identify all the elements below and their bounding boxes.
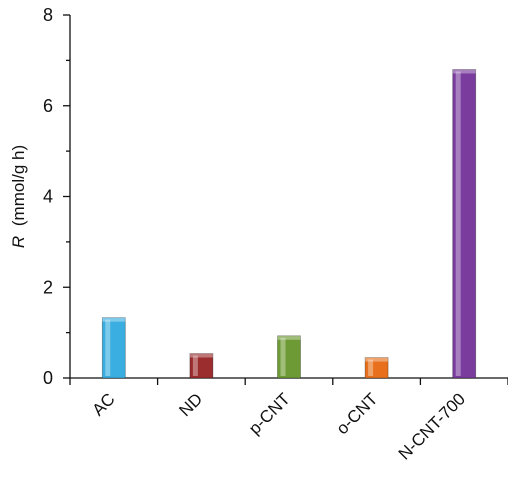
axes bbox=[69, 15, 508, 379]
bar-o-cnt bbox=[364, 357, 389, 379]
bar-highlight bbox=[280, 337, 286, 376]
x-tick-labels: AC ND p-CNT o-CNT N-CNT-700 bbox=[88, 389, 469, 463]
x-tick-label: o-CNT bbox=[333, 389, 382, 438]
y-axis-symbol: R bbox=[9, 236, 28, 248]
bars bbox=[101, 69, 477, 379]
bar-p-cnt bbox=[277, 335, 301, 379]
y-tick-label: 0 bbox=[43, 368, 53, 388]
bar-nd bbox=[189, 353, 214, 379]
x-tick-label: ND bbox=[175, 389, 206, 420]
y-ticks: 0 2 4 6 8 bbox=[43, 5, 70, 388]
x-ticks bbox=[69, 378, 508, 385]
x-tick-label: p-CNT bbox=[245, 389, 294, 438]
bar-top-cap bbox=[277, 335, 301, 340]
y-tick-label: 8 bbox=[43, 5, 53, 25]
bar-ac bbox=[101, 317, 126, 379]
y-tick-label: 4 bbox=[43, 187, 53, 207]
bar-top-cap bbox=[189, 353, 213, 358]
y-axis-title: R (mmol/g h) bbox=[9, 145, 28, 248]
y-tick-label: 6 bbox=[43, 96, 53, 116]
bar-n-cnt-700 bbox=[452, 69, 477, 379]
bar-highlight bbox=[192, 355, 198, 376]
bar-highlight bbox=[105, 319, 111, 376]
bar-top-cap bbox=[365, 357, 389, 362]
bar-highlight bbox=[455, 71, 461, 376]
bar-highlight bbox=[368, 359, 374, 376]
y-tick-label: 2 bbox=[43, 277, 53, 297]
x-tick-label: AC bbox=[88, 389, 118, 419]
bar-top-cap bbox=[102, 317, 126, 322]
x-tick-label: N-CNT-700 bbox=[395, 389, 469, 463]
y-axis-unit: (mmol/g h) bbox=[9, 145, 28, 226]
bar-top-cap bbox=[452, 69, 476, 74]
